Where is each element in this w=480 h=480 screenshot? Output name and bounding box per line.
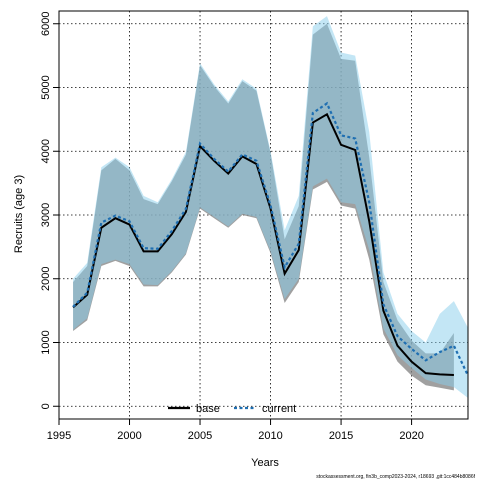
y-tick-label-2000: 2000 (40, 267, 52, 291)
y-tick-label-6000: 6000 (40, 12, 52, 36)
x-tick-label-1995: 1995 (47, 430, 71, 442)
y-tick-label-4000: 4000 (40, 139, 52, 163)
legend-label-base: base (196, 403, 220, 415)
legend: base current (168, 403, 296, 415)
x-tick-label-2010: 2010 (258, 430, 282, 442)
x-tick-label-2020: 2020 (399, 430, 423, 442)
legend-label-current: current (262, 403, 296, 415)
x-tick-label-2000: 2000 (117, 430, 141, 442)
x-axis-title: Years (251, 457, 279, 469)
x-tick-label-2015: 2015 (329, 430, 353, 442)
y-tick-label-1000: 1000 (40, 330, 52, 354)
x-tick-label-2005: 2005 (188, 430, 212, 442)
y-tick-label-5000: 5000 (40, 75, 52, 99)
y-tick-label-3000: 3000 (40, 203, 52, 227)
y-tick-label-0: 0 (40, 403, 52, 409)
x-axis: 1995 2000 2005 2010 2015 2020 (47, 419, 424, 442)
series-lines (72, 101, 469, 377)
y-axis-title: Recruits (age 3) (13, 175, 25, 253)
plot-area (58, 10, 469, 420)
credit-text: stockassessment.org, fin3b_comp2023-2024… (316, 474, 475, 480)
line-current (72, 101, 469, 377)
y-axis: 0 1000 2000 3000 4000 5000 6000 (40, 12, 59, 409)
